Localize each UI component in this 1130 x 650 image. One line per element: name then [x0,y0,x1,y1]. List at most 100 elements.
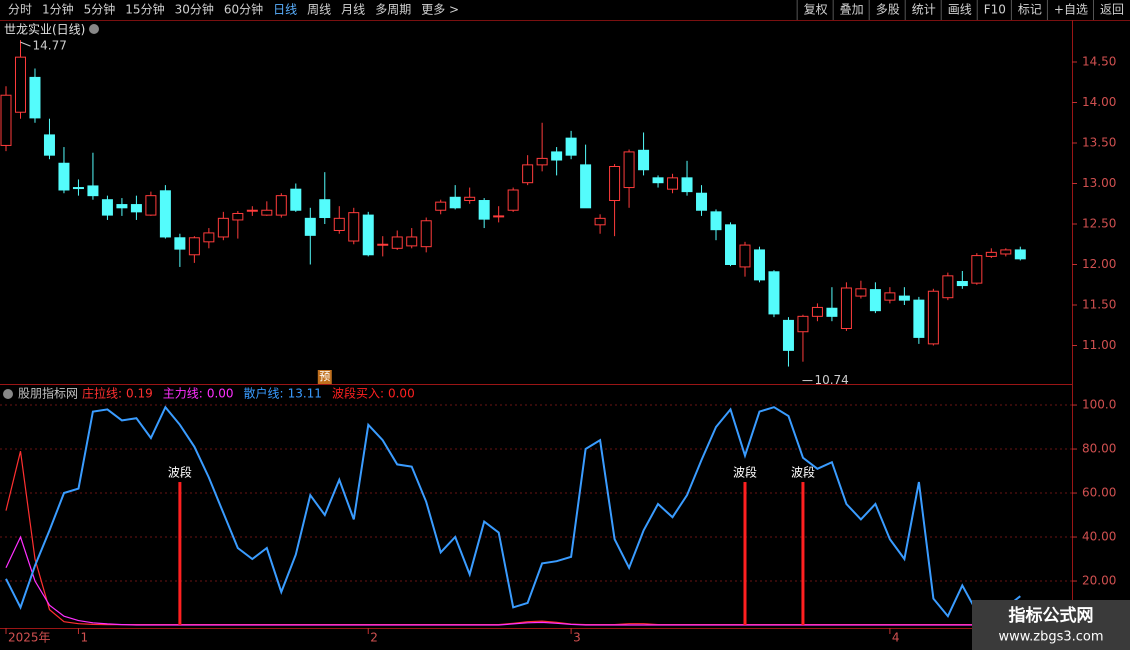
candle-body [725,224,736,266]
bar-annotation: 波段 [733,465,757,480]
candle-body [536,157,548,166]
title-icon[interactable] [89,24,99,34]
candle-body [869,289,881,312]
watermark-title: 指标公式网 [1009,605,1094,626]
toolbar-button[interactable]: 多股 [876,3,900,17]
candle-body [913,299,925,338]
toolbar-button[interactable]: 返回 [1100,3,1124,17]
period-tab[interactable]: 30分钟 [175,2,214,17]
candle-body [739,244,751,268]
candle-body [261,209,273,216]
toolbar-button[interactable]: 叠加 [840,3,864,17]
candle-body [768,271,780,315]
candle-body [710,211,722,231]
candle-body [1000,249,1012,255]
legend-name: 散户线: [244,386,284,401]
legend-name: 庄拉线: [82,386,122,401]
period-tab[interactable]: 分时 [8,3,32,17]
candle-body [753,249,765,281]
legend-value: 0.00 [207,387,234,401]
period-tab[interactable]: 多周期 [375,3,411,17]
period-tab[interactable]: 60分钟 [224,2,263,17]
period-tab[interactable]: 更多 > [421,3,459,17]
candle-body [290,188,302,211]
candle-body [782,319,794,351]
toolbar-button[interactable]: +自选 [1054,3,1088,17]
candle-body [449,196,461,209]
candle-body [565,137,577,156]
candle-body [594,217,606,226]
period-tab[interactable]: 1分钟 [42,2,74,17]
x-tick-label: 3 [573,631,581,645]
candle-body [580,164,592,209]
candle-body [1014,249,1026,260]
toolbar-button[interactable]: F10 [984,3,1006,17]
candle-body [942,275,954,299]
period-tab[interactable]: 5分钟 [84,2,116,17]
candle-body [623,151,635,189]
bar [743,482,747,626]
legend-value: 13.11 [288,387,322,401]
candle-body [855,288,867,297]
candle-body [522,164,534,184]
candle-body [927,290,939,345]
candle-body [29,76,41,119]
chart-title: 世龙实业(日线) [4,22,85,37]
indicator-icon[interactable] [3,389,13,399]
period-tab[interactable]: 15分钟 [125,2,164,17]
indicator-title: 股朋指标网 [18,386,78,401]
marker-arrow [20,41,31,47]
period-tab[interactable]: 月线 [341,3,365,17]
candle-body [826,307,838,317]
candle-body [145,195,157,216]
y-tick-label: 11.50 [1082,298,1116,312]
y-tick-label: 12.50 [1082,217,1116,231]
toolbar-button[interactable]: 统计 [912,3,936,17]
candle-body [58,162,70,191]
candle-body [159,190,171,238]
period-tab[interactable]: 周线 [307,3,331,17]
y-tick-label: 14.50 [1082,55,1116,69]
y-tick-label: 80.00 [1082,442,1116,456]
candle-body [478,200,490,220]
candle-body [0,94,12,146]
y-tick-label: 20.00 [1082,574,1116,588]
candle-body [246,209,258,212]
candle-body [362,214,374,256]
x-tick-label: 2 [370,631,378,645]
candle-body [840,287,852,329]
candle-body [609,165,621,202]
candle-body [14,56,26,113]
candle-body [391,236,403,249]
candle-body [348,212,360,242]
x-tick-label: 4 [892,631,900,645]
candle-body [72,187,84,190]
toolbar-button[interactable]: 画线 [948,3,972,17]
legend-name: 主力线: [163,387,203,401]
legend-value: 0.19 [126,387,153,401]
toolbar-button[interactable]: 复权 [804,3,828,17]
bar [801,482,805,626]
flag-box [317,370,332,384]
x-tick-label: 1 [80,631,88,645]
y-tick-label: 40.00 [1082,530,1116,544]
y-tick-label: 12.00 [1082,257,1116,271]
candle-body [652,177,664,184]
watermark-url: www.zbgs3.com [998,630,1103,645]
bar-annotation: 波段 [791,465,815,480]
candle-body [898,295,910,301]
candle-body [188,237,200,256]
candle-body [116,204,128,209]
candle-body [203,232,215,243]
y-tick-label: 13.50 [1082,136,1116,150]
y-tick-label: 11.00 [1082,338,1116,352]
candle-body [681,177,693,193]
y-tick-label: 100.0 [1082,398,1116,412]
toolbar-button[interactable]: 标记 [1018,3,1042,17]
candle-body [696,192,708,211]
candle-body [811,306,823,317]
y-tick-label: 60.00 [1082,486,1116,500]
period-tab[interactable]: 日线 [273,3,297,17]
